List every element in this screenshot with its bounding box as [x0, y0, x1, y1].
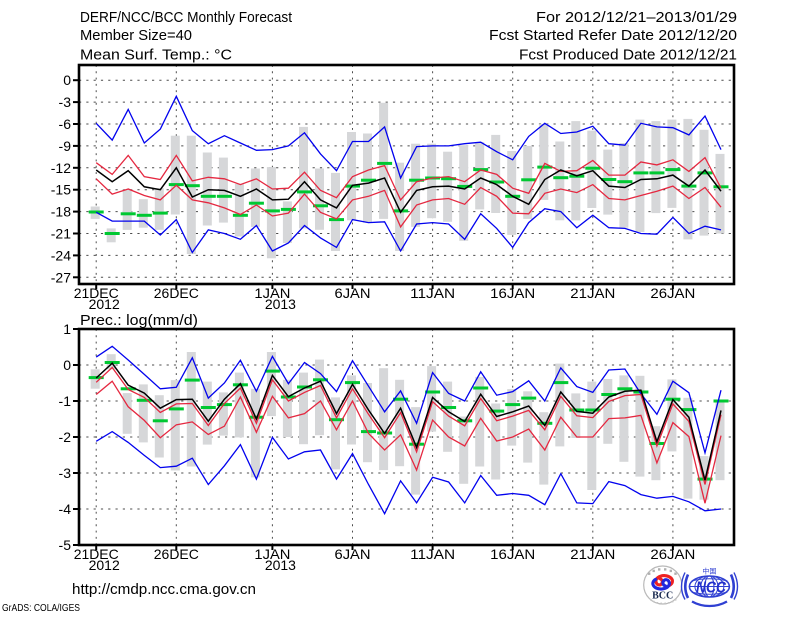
- svg-text:-24: -24: [51, 247, 71, 263]
- svg-text:6JAN: 6JAN: [335, 546, 371, 562]
- svg-text:0: 0: [63, 357, 71, 373]
- svg-text:-15: -15: [51, 182, 71, 198]
- svg-text:Mean Surf. Temp.: °C: Mean Surf. Temp.: °C: [80, 47, 232, 64]
- svg-text:Fcst Started Refer Date 2012/1: Fcst Started Refer Date 2012/12/20: [489, 27, 737, 44]
- svg-text:11JAN: 11JAN: [410, 546, 455, 562]
- svg-text:DERF/NCC/BCC Monthly Forecast: DERF/NCC/BCC Monthly Forecast: [80, 9, 293, 26]
- svg-text:2012: 2012: [89, 557, 120, 573]
- svg-text:26JAN: 26JAN: [650, 546, 695, 562]
- svg-text:-5: -5: [59, 537, 72, 553]
- svg-text:Prec.: log(mm/d): Prec.: log(mm/d): [80, 312, 198, 329]
- svg-text:GrADS: COLA/IGES: GrADS: COLA/IGES: [2, 603, 80, 614]
- svg-text:1: 1: [63, 321, 71, 337]
- svg-text:-2: -2: [59, 429, 72, 445]
- svg-text:2012: 2012: [89, 296, 120, 312]
- svg-text:-9: -9: [59, 138, 72, 154]
- svg-text:-18: -18: [51, 204, 71, 220]
- svg-text:1JAN: 1JAN: [254, 285, 290, 301]
- svg-text:-6: -6: [59, 116, 72, 132]
- svg-text:2013: 2013: [265, 557, 296, 573]
- svg-text:2013: 2013: [265, 296, 296, 312]
- svg-text:BCC: BCC: [652, 591, 673, 602]
- svg-text:For 2012/12/21–2013/01/29: For 2012/12/21–2013/01/29: [536, 9, 737, 26]
- svg-text:1JAN: 1JAN: [254, 546, 290, 562]
- svg-text:中国: 中国: [702, 567, 716, 576]
- svg-text:16JAN: 16JAN: [490, 546, 535, 562]
- svg-text:26DEC: 26DEC: [154, 285, 199, 301]
- svg-text:6JAN: 6JAN: [335, 285, 371, 301]
- svg-text:11JAN: 11JAN: [410, 285, 455, 301]
- svg-text:http://cmdp.ncc.cma.gov.cn: http://cmdp.ncc.cma.gov.cn: [72, 581, 256, 598]
- svg-text:21DEC: 21DEC: [74, 285, 119, 301]
- svg-text:21DEC: 21DEC: [74, 546, 119, 562]
- svg-text:-3: -3: [59, 465, 72, 481]
- svg-text:Member Size=40: Member Size=40: [80, 27, 192, 44]
- svg-text:26DEC: 26DEC: [154, 546, 199, 562]
- svg-text:-4: -4: [59, 501, 72, 517]
- svg-text:26JAN: 26JAN: [650, 285, 695, 301]
- svg-text:NCC: NCC: [696, 580, 727, 597]
- svg-text:16JAN: 16JAN: [490, 285, 535, 301]
- svg-text:-1: -1: [59, 393, 72, 409]
- svg-text:21JAN: 21JAN: [570, 285, 615, 301]
- svg-text:Fcst Produced Date 2012/12/21: Fcst Produced Date 2012/12/21: [519, 47, 737, 64]
- svg-text:-27: -27: [51, 269, 71, 285]
- svg-text:-3: -3: [59, 94, 72, 110]
- svg-text:0: 0: [63, 72, 71, 88]
- svg-text:-21: -21: [51, 226, 71, 242]
- svg-text:21JAN: 21JAN: [570, 546, 615, 562]
- svg-text:-12: -12: [51, 160, 71, 176]
